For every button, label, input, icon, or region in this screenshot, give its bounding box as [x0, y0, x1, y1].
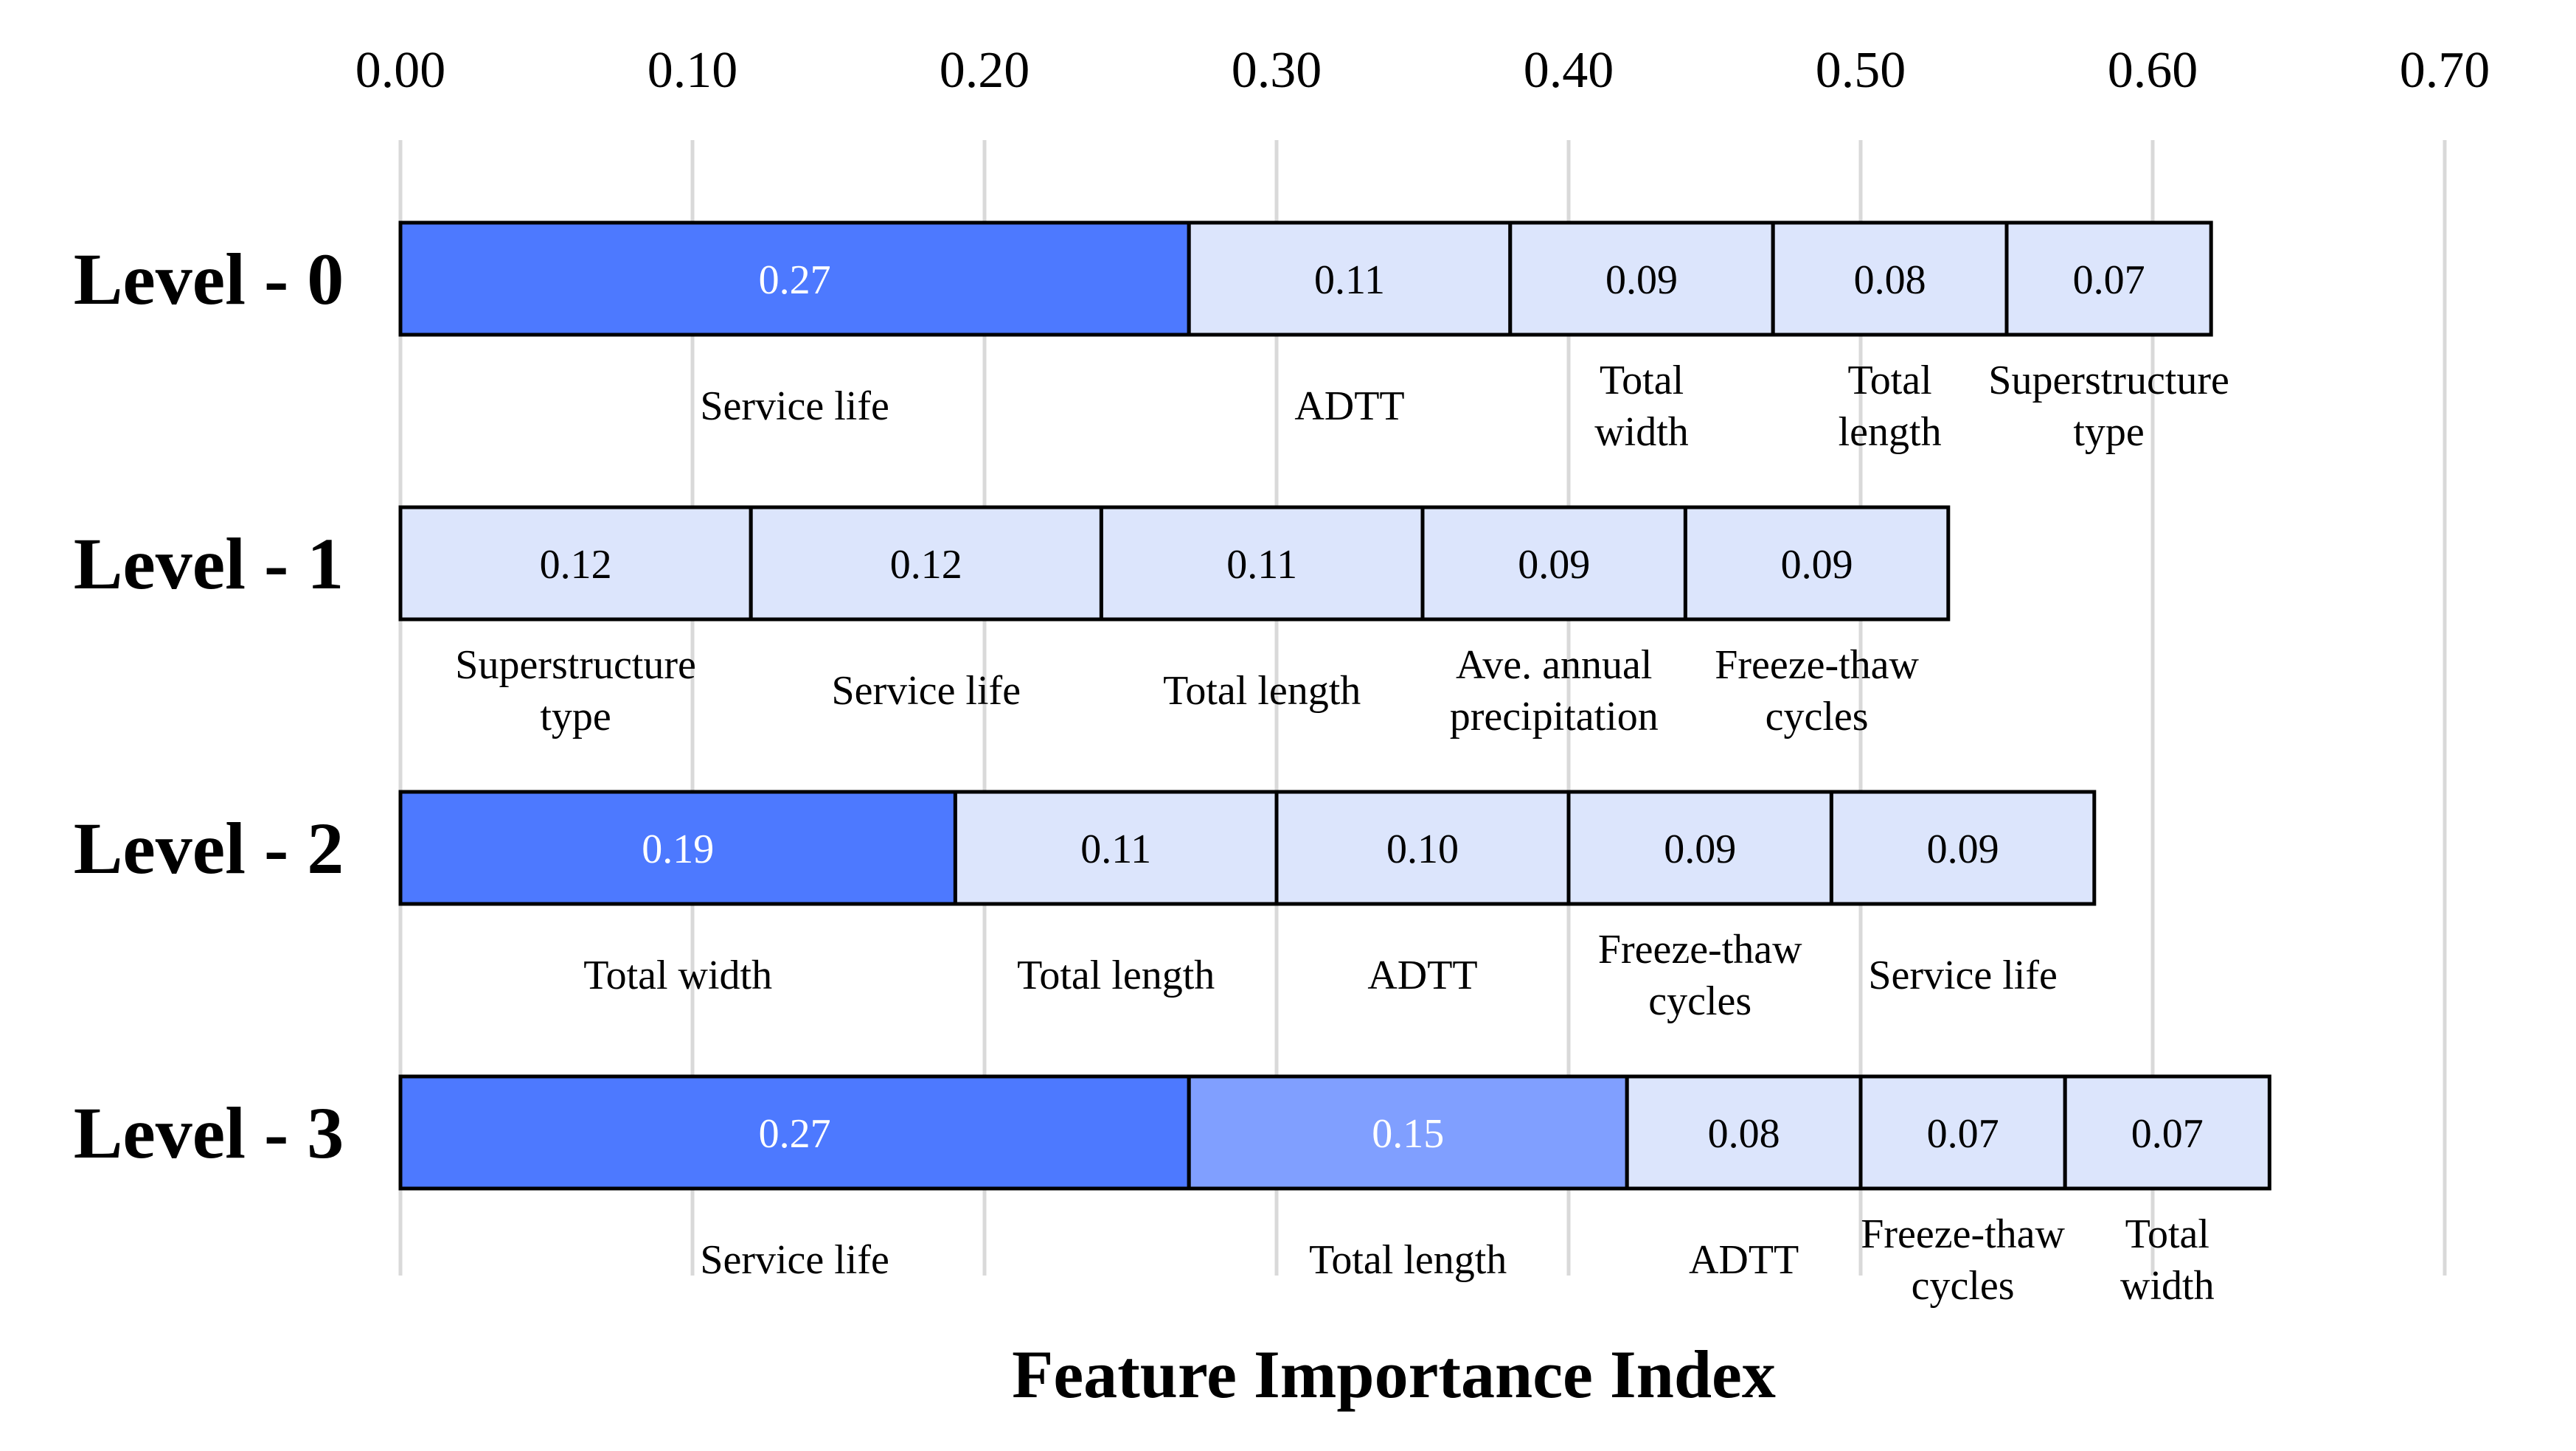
- data-label: 0.08: [1854, 257, 1926, 303]
- bar-row: Level - 1 0.12 Superstructure type 0.12 Servi…: [74, 505, 1951, 740]
- x-tick-label: 0.70: [2400, 42, 2490, 99]
- feature-label: Service life: [700, 1237, 889, 1283]
- feature-label: type: [2073, 409, 2144, 455]
- data-label: 0.09: [1605, 257, 1678, 303]
- feature-label: cycles: [1648, 978, 1752, 1024]
- feature-label: Service life: [700, 383, 889, 429]
- bar-row: Level - 0 0.27 Service life 0.11 ADTT 0.09 Tot…: [74, 220, 2229, 455]
- feature-label: ADTT: [1689, 1237, 1799, 1283]
- x-tick-label: 0.00: [355, 42, 446, 99]
- bar-row: Level - 2 0.19 Total width 0.11 Total length…: [74, 790, 2097, 1024]
- bar-segment: [398, 790, 957, 906]
- feature-label: length: [1839, 409, 1942, 455]
- bar-rows: Level - 0 0.27 Service life 0.11 ADTT 0.09 Tot…: [74, 220, 2271, 1309]
- x-axis-title: Feature Importance Index: [1012, 1337, 1776, 1412]
- data-label: 0.09: [1781, 542, 1853, 588]
- x-tick-label: 0.10: [648, 42, 738, 99]
- feature-label: ADTT: [1294, 383, 1404, 429]
- feature-label: Ave. annual: [1456, 642, 1652, 688]
- x-tick-label: 0.60: [2108, 42, 2198, 99]
- data-label: 0.12: [890, 542, 962, 588]
- data-label: 0.12: [540, 542, 612, 588]
- bar-segment: [1683, 505, 1951, 622]
- data-label: 0.09: [1927, 827, 1999, 872]
- feature-label: Total length: [1309, 1237, 1507, 1283]
- bar-segment: [1420, 505, 1687, 622]
- feature-label: Freeze-thaw: [1598, 927, 1802, 972]
- bar-segment: [1187, 220, 1513, 337]
- feature-label: type: [540, 694, 611, 740]
- level-label: Level - 1: [74, 523, 344, 605]
- bar-segment: [398, 220, 1191, 337]
- bar-segment: [398, 505, 753, 622]
- feature-label: Superstructure: [1988, 358, 2229, 403]
- feature-label: Freeze-thaw: [1715, 642, 1919, 688]
- feature-label: Service life: [1868, 953, 2058, 998]
- bar-segment: [398, 1074, 1191, 1191]
- data-label: 0.11: [1226, 542, 1297, 588]
- bar-segment: [1829, 790, 2097, 906]
- x-tick-label: 0.40: [1524, 42, 1614, 99]
- feature-label: Total: [1600, 358, 1684, 403]
- data-label: 0.11: [1080, 827, 1151, 872]
- feature-label: Total length: [1017, 953, 1215, 998]
- bar-segment: [1099, 505, 1425, 622]
- data-label: 0.27: [759, 1111, 831, 1157]
- feature-label: Total width: [583, 953, 772, 998]
- data-label: 0.10: [1386, 827, 1459, 872]
- feature-label: width: [2120, 1263, 2215, 1309]
- feature-label: ADTT: [1367, 953, 1477, 998]
- data-label: 0.19: [642, 827, 714, 872]
- feature-label: Freeze-thaw: [1861, 1211, 2065, 1257]
- bar-row: Level - 3 0.27 Service life 0.15 Total lengt…: [74, 1074, 2271, 1309]
- bar-segment: [1274, 790, 1571, 906]
- feature-label: Total: [1847, 358, 1931, 403]
- bar-segment: [1625, 1074, 1863, 1191]
- bar-segment: [1187, 1074, 1629, 1191]
- bar-segment: [1858, 1074, 2067, 1191]
- level-label: Level - 2: [74, 807, 344, 889]
- data-label: 0.27: [759, 257, 831, 303]
- feature-label: Superstructure: [455, 642, 696, 688]
- data-label: 0.11: [1314, 257, 1385, 303]
- feature-label: cycles: [1912, 1263, 2015, 1309]
- x-tick-label: 0.30: [1232, 42, 1322, 99]
- feature-label: Service life: [832, 668, 1021, 714]
- data-label: 0.15: [1372, 1111, 1444, 1157]
- x-axis-ticks: 0.00 0.10 0.20 0.30 0.40 0.50 0.60 0.70: [355, 42, 2490, 99]
- level-label: Level - 0: [74, 238, 344, 320]
- data-label: 0.07: [2131, 1111, 2204, 1157]
- data-label: 0.07: [1927, 1111, 1999, 1157]
- x-tick-label: 0.50: [1816, 42, 1906, 99]
- data-label: 0.07: [2073, 257, 2145, 303]
- bar-segment: [749, 505, 1103, 622]
- data-label: 0.08: [1708, 1111, 1780, 1157]
- level-label: Level - 3: [74, 1092, 344, 1174]
- bar-segment: [953, 790, 1279, 906]
- bar-segment: [1566, 790, 1833, 906]
- feature-label: width: [1594, 409, 1689, 455]
- bar-segment: [2004, 220, 2213, 337]
- feature-label: Total length: [1163, 668, 1361, 714]
- x-tick-label: 0.20: [940, 42, 1030, 99]
- feature-label: cycles: [1766, 694, 1869, 740]
- bar-segment: [2063, 1074, 2271, 1191]
- feature-label: precipitation: [1450, 694, 1659, 740]
- data-label: 0.09: [1518, 542, 1590, 588]
- feature-label: Total: [2125, 1211, 2209, 1257]
- data-label: 0.09: [1664, 827, 1736, 872]
